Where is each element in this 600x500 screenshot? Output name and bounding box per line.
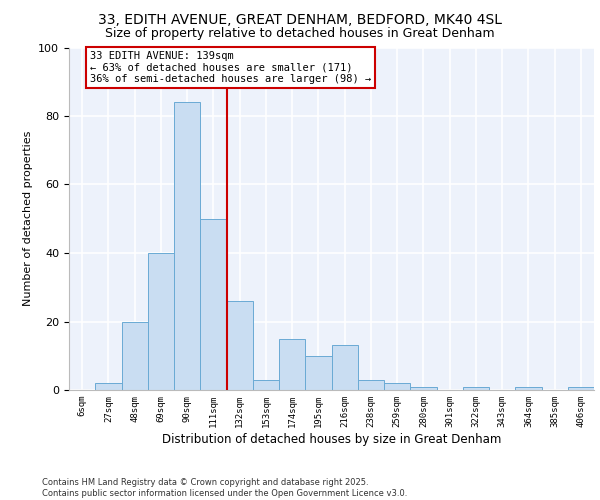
Bar [279,338,305,390]
Bar [515,386,542,390]
Bar [463,386,489,390]
Text: 33, EDITH AVENUE, GREAT DENHAM, BEDFORD, MK40 4SL: 33, EDITH AVENUE, GREAT DENHAM, BEDFORD,… [98,12,502,26]
Bar [384,383,410,390]
Y-axis label: Number of detached properties: Number of detached properties [23,131,33,306]
Bar [568,386,594,390]
Bar [174,102,200,390]
Bar [200,219,227,390]
Text: Contains HM Land Registry data © Crown copyright and database right 2025.
Contai: Contains HM Land Registry data © Crown c… [42,478,407,498]
Bar [358,380,384,390]
Bar [148,253,174,390]
Text: Size of property relative to detached houses in Great Denham: Size of property relative to detached ho… [105,28,495,40]
Bar [410,386,437,390]
X-axis label: Distribution of detached houses by size in Great Denham: Distribution of detached houses by size … [162,432,501,446]
Bar [227,301,253,390]
Text: 33 EDITH AVENUE: 139sqm
← 63% of detached houses are smaller (171)
36% of semi-d: 33 EDITH AVENUE: 139sqm ← 63% of detache… [90,51,371,84]
Bar [305,356,331,390]
Bar [95,383,121,390]
Bar [253,380,279,390]
Bar [331,346,358,390]
Bar [121,322,148,390]
